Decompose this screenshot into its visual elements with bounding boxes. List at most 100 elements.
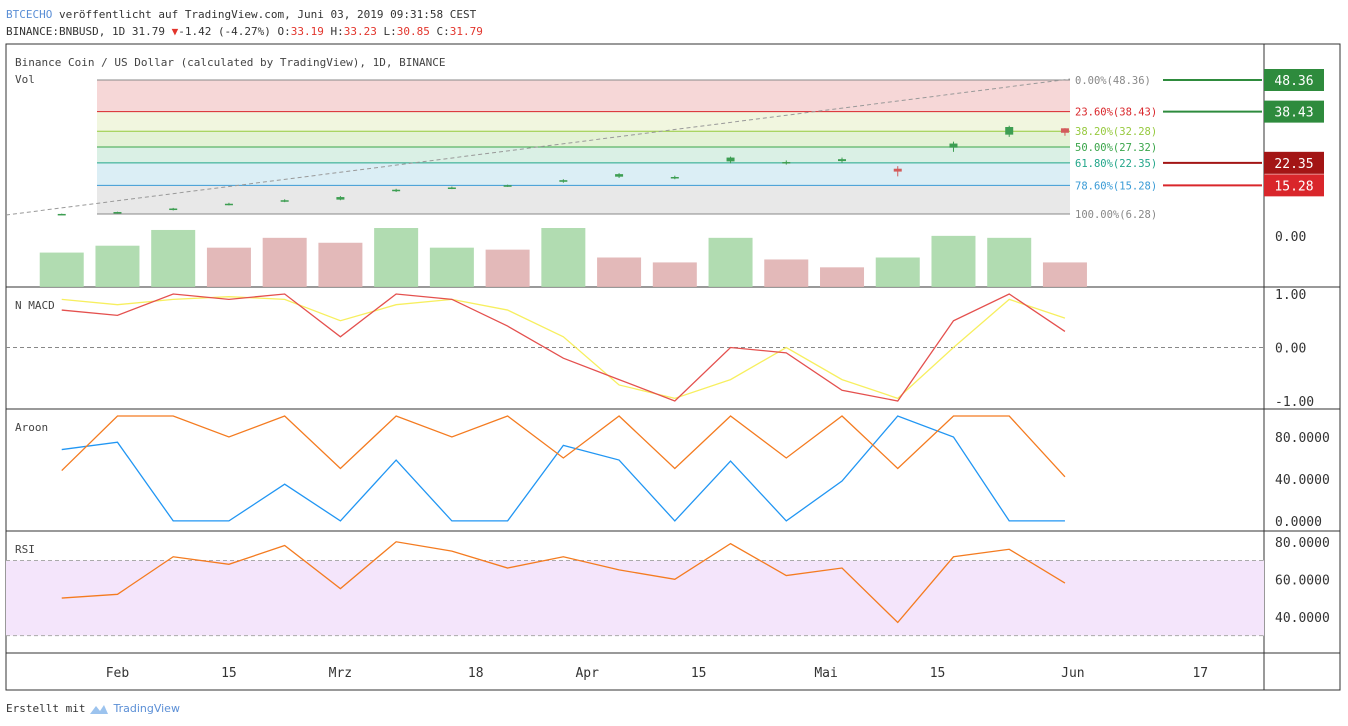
candle-body bbox=[838, 159, 847, 162]
open-label: O: bbox=[277, 25, 291, 38]
volume-bar bbox=[708, 237, 753, 287]
macd-axis-label: 0.00 bbox=[1275, 342, 1306, 357]
volume-bar bbox=[764, 259, 809, 287]
fib-level-label: 61.80%(22.35) bbox=[1075, 158, 1157, 170]
volume-bar bbox=[318, 242, 363, 287]
volume-bar bbox=[931, 235, 976, 287]
volume-bar bbox=[1042, 262, 1087, 287]
volume-bar bbox=[875, 257, 920, 287]
volume-label: Vol bbox=[15, 73, 35, 86]
fib-zone bbox=[97, 80, 1070, 112]
aroon-axis-label: 40.0000 bbox=[1275, 473, 1330, 488]
volume-bar bbox=[151, 229, 196, 287]
fib-zone bbox=[97, 131, 1070, 147]
volume-bar bbox=[987, 237, 1032, 287]
close-label: C: bbox=[436, 25, 450, 38]
candle-body bbox=[392, 189, 401, 192]
x-tick-label: 15 bbox=[930, 666, 946, 681]
candle-body bbox=[57, 213, 66, 216]
volume-axis-label: 0.00 bbox=[1275, 230, 1306, 245]
created-with-label: Erstellt mit bbox=[6, 702, 86, 715]
rsi-axis-label: 80.0000 bbox=[1275, 536, 1330, 551]
high-label: H: bbox=[330, 25, 344, 38]
candle-body bbox=[113, 212, 122, 214]
candle-body bbox=[670, 176, 679, 179]
low-label: L: bbox=[383, 25, 397, 38]
volume-bar bbox=[429, 247, 474, 287]
macd-line bbox=[61, 293, 1066, 402]
volume-bar bbox=[206, 247, 251, 287]
aroon-axis-label: 80.0000 bbox=[1275, 431, 1330, 446]
open-value: 33.19 bbox=[290, 25, 324, 38]
volume-bar bbox=[95, 245, 140, 287]
candle-body bbox=[1060, 128, 1069, 133]
publish-header: BTCECHO veröffentlicht auf TradingView.c… bbox=[6, 8, 476, 21]
macd-title: N MACD bbox=[15, 299, 55, 312]
volume-bar bbox=[262, 237, 307, 287]
volume-bar bbox=[541, 228, 586, 287]
rsi-title: RSI bbox=[15, 543, 35, 556]
fib-zone bbox=[97, 162, 1070, 186]
fib-level-label: 0.00%(48.36) bbox=[1075, 75, 1151, 87]
rsi-band bbox=[6, 560, 1264, 636]
candle-body bbox=[949, 143, 958, 148]
price-tag-label: 48.36 bbox=[1274, 74, 1313, 89]
chart-frame bbox=[5, 43, 1341, 691]
candle-body bbox=[726, 157, 735, 162]
price-tag-label: 22.35 bbox=[1274, 157, 1313, 172]
fib-zone bbox=[97, 147, 1070, 163]
publisher-name[interactable]: BTCECHO bbox=[6, 8, 53, 21]
high-value: 33.23 bbox=[343, 25, 377, 38]
fib-zone bbox=[97, 185, 1070, 214]
chart-title: Binance Coin / US Dollar (calculated by … bbox=[15, 56, 445, 69]
volume-bar bbox=[39, 252, 84, 287]
rsi-axis-label: 60.0000 bbox=[1275, 573, 1330, 588]
x-tick-label: Feb bbox=[106, 666, 130, 681]
aroon-up-line bbox=[61, 415, 1066, 478]
price-tag-label: 15.28 bbox=[1274, 179, 1313, 194]
x-tick-label: Mrz bbox=[329, 666, 352, 681]
x-tick-label: Mai bbox=[814, 666, 837, 681]
volume-bar bbox=[485, 249, 530, 287]
macd-signal-line bbox=[61, 296, 1066, 400]
candle-body bbox=[559, 180, 568, 182]
macd-axis-label: 1.00 bbox=[1275, 288, 1306, 303]
fib-level-label: 50.00%(27.32) bbox=[1075, 142, 1157, 154]
fib-zone bbox=[97, 111, 1070, 132]
rsi-axis-label: 40.0000 bbox=[1275, 611, 1330, 626]
candle-body bbox=[893, 168, 902, 172]
tradingview-brand[interactable]: TradingView bbox=[113, 702, 180, 715]
price-tag bbox=[1264, 151, 1324, 174]
aroon-title: Aroon bbox=[15, 421, 48, 434]
volume-bar bbox=[820, 267, 865, 287]
footer: Erstellt mit TradingView bbox=[6, 702, 180, 715]
x-tick-label: 15 bbox=[691, 666, 707, 681]
down-triangle-icon: ▼ bbox=[171, 25, 179, 38]
fib-level-label: 23.60%(38.43) bbox=[1075, 107, 1157, 119]
volume-bar bbox=[652, 262, 697, 287]
candle-body bbox=[280, 200, 289, 202]
candle-body bbox=[169, 208, 178, 211]
volume-bar bbox=[374, 228, 419, 287]
rsi-line bbox=[61, 541, 1066, 624]
x-tick-label: 18 bbox=[468, 666, 484, 681]
x-tick-label: Apr bbox=[575, 666, 599, 681]
fib-level-label: 78.60%(15.28) bbox=[1075, 180, 1157, 192]
x-tick-label: Jun bbox=[1061, 666, 1084, 681]
low-value: 30.85 bbox=[396, 25, 430, 38]
candle-body bbox=[503, 185, 512, 187]
tradingview-logo-icon bbox=[90, 704, 109, 714]
aroon-down-line bbox=[61, 415, 1065, 522]
publish-info: veröffentlicht auf TradingView.com, Juni… bbox=[58, 8, 477, 21]
candle-body bbox=[447, 187, 456, 190]
fib-level-label: 100.00%(6.28) bbox=[1075, 209, 1157, 221]
candle-body bbox=[615, 174, 624, 177]
fib-trend-line bbox=[5, 78, 1071, 216]
x-tick-label: 17 bbox=[1192, 666, 1208, 681]
symbol-info: BINANCE:BNBUSD, 1D 31.79 bbox=[6, 25, 165, 38]
price-change: -1.42 (-4.27%) bbox=[178, 25, 271, 38]
candle-body bbox=[782, 162, 791, 164]
candle-body bbox=[224, 203, 233, 206]
price-tag-label: 38.43 bbox=[1274, 106, 1313, 121]
